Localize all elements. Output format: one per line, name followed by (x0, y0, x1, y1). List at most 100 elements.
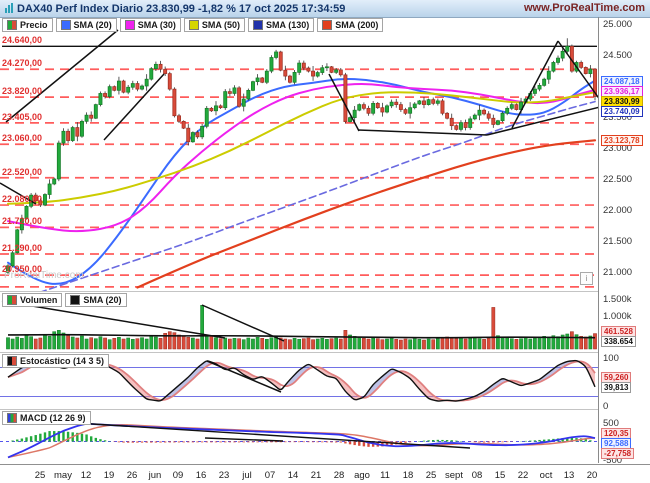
value-tag: 39,813 (601, 382, 632, 394)
price-level-label: 23.060,00 (2, 133, 43, 144)
legend-label: SMA (50) (201, 20, 241, 30)
legend-label: SMA (20) (73, 20, 112, 30)
x-axis-label: 14 (287, 470, 299, 481)
legend-chip[interactable]: SMA (20) (55, 18, 117, 32)
y-tick-label: 500 (603, 418, 619, 429)
price-axis-line (598, 17, 599, 463)
legend-chip[interactable]: SMA (20) (65, 293, 127, 307)
price-level-label: 22.520,00 (2, 166, 43, 177)
legend-chip[interactable]: Precio (2, 18, 53, 32)
legend-chip[interactable]: SMA (130) (248, 18, 315, 32)
y-tick-label: 24.500 (603, 50, 633, 61)
x-axis-label: sept (445, 470, 463, 481)
legend-label: MACD (12 26 9) (20, 413, 86, 423)
legend-chip[interactable]: Estocástico (14 3 5) (2, 354, 110, 368)
y-tick-label: 1.000k (603, 310, 632, 322)
trendline (103, 73, 165, 141)
x-axis-label: 16 (195, 470, 207, 481)
legend-swatch-icon (7, 295, 17, 305)
value-tag: 23.123,78 (601, 135, 643, 147)
price-level-label: 24.640,00 (2, 35, 43, 46)
macd-panel (0, 422, 598, 459)
legend-chip[interactable]: SMA (50) (183, 18, 246, 32)
price-level-label: 21.290,00 (2, 243, 43, 254)
instrument-chart-icon (5, 2, 13, 13)
watermark: ProRealTime.com (4, 270, 84, 281)
sma50-line (7, 91, 596, 205)
y-tick-label: 23.000 (603, 143, 633, 154)
legend-label: Estocástico (14 3 5) (20, 356, 105, 366)
x-axis-label: ago (354, 470, 370, 481)
x-axis-label: 21 (310, 470, 322, 481)
y-tick-label: 21.500 (603, 236, 633, 247)
legend-chip[interactable]: Volumen (2, 293, 63, 307)
volume-panel (1, 300, 597, 350)
prorealtime-link[interactable]: www.ProRealTime.com (523, 2, 645, 14)
price-level-label: 20.950,00 (2, 264, 43, 275)
legend-chip[interactable]: SMA (200) (317, 18, 384, 32)
panel-separator (0, 291, 598, 292)
y-tick-label: 100 (603, 353, 619, 364)
legend-label: SMA (30) (137, 20, 176, 30)
price-panel (0, 29, 598, 291)
legend-swatch-icon (7, 356, 17, 366)
sma20-line (7, 78, 596, 285)
x-axis-label: oct (539, 470, 553, 481)
x-axis-label: jun (148, 470, 162, 481)
y-tick-label: 1.500k (603, 293, 632, 305)
x-axis-label: 08 (471, 470, 483, 481)
x-axis-label: jul (242, 470, 252, 481)
trendline (557, 40, 598, 99)
y-tick-label: 22.500 (603, 174, 633, 185)
info-icon[interactable]: i (580, 272, 593, 285)
y-tick-label: 0 (603, 401, 609, 412)
chart-title: DAX40 Perf Index Diario 23.830,99 -1,82 … (17, 2, 346, 15)
legend-swatch-icon (322, 20, 333, 30)
x-axis-label: 12 (80, 470, 92, 481)
price-level-label: 21.720,00 (2, 216, 43, 227)
x-axis-label: 20 (586, 470, 598, 481)
panel-separator (0, 409, 598, 410)
volume-sma-line (7, 333, 596, 339)
x-axis-label: 23 (218, 470, 230, 481)
legend-swatch-icon (188, 20, 199, 30)
x-axis-label: 18 (402, 470, 414, 481)
legend-swatch-icon (70, 295, 81, 305)
legend-label: Volumen (20, 295, 58, 305)
legend-label: SMA (200) (335, 20, 379, 30)
trendline (357, 129, 488, 136)
x-axis-label: 13 (563, 470, 575, 481)
x-axis-label: 28 (333, 470, 345, 481)
x-axis-label: 11 (380, 470, 390, 481)
value-tag: 338.654 (601, 335, 636, 347)
trendline (0, 182, 37, 205)
y-tick-label: 21.000 (603, 267, 633, 278)
trendline (511, 40, 559, 129)
legend-chip[interactable]: SMA (30) (119, 18, 181, 32)
y-tick-label: -500 (603, 455, 623, 466)
sma130-line (41, 100, 596, 291)
x-axis-label: 07 (264, 470, 276, 481)
y-tick-label: 22.000 (603, 205, 633, 216)
volume-legend: Volumen SMA (20) (2, 293, 127, 307)
legend-swatch-icon (7, 413, 17, 423)
x-axis-label: 25 (425, 470, 437, 481)
y-tick-label: 25.000 (603, 19, 633, 30)
panel-separator (0, 352, 598, 353)
x-axis-label: 15 (494, 470, 506, 481)
trendline (486, 106, 598, 136)
x-axis-label: 09 (172, 470, 184, 481)
legend-chip[interactable]: MACD (12 26 9) (2, 411, 91, 425)
price-level-label: 24.270,00 (2, 58, 43, 69)
x-axis-label: 22 (517, 470, 529, 481)
y-tick-label: 23.500 (603, 112, 633, 123)
trendline (5, 29, 119, 123)
chart-title-bar: DAX40 Perf Index Diario 23.830,99 -1,82 … (0, 0, 650, 18)
x-axis[interactable]: 25 may 12 19 26 jun 09 16 23 jul 07 14 21 28 ago 11 18 25… (0, 464, 650, 483)
legend-swatch-icon (253, 20, 264, 30)
x-axis-label: 25 (34, 470, 46, 481)
trendline (328, 73, 360, 132)
price-legend: Precio SMA (20) SMA (30) SMA (50) SMA (130) S… (2, 18, 384, 32)
